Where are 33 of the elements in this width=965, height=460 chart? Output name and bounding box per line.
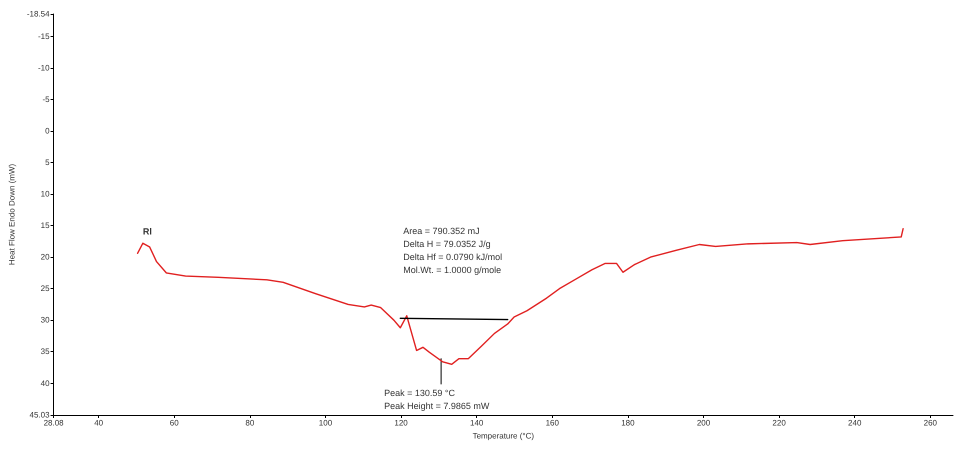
x-tick-label: 200	[696, 418, 711, 428]
x-tick-label: 240	[848, 418, 862, 428]
x-tick-label: 80	[245, 418, 255, 428]
x-tick-label: 60	[170, 418, 180, 428]
y-tick-label: -15	[38, 32, 50, 41]
x-tick-label: 140	[470, 418, 484, 428]
y-tick-label: 15	[40, 221, 50, 230]
x-tick-label: 180	[621, 418, 636, 428]
annotation: Rl	[142, 226, 152, 237]
y-tick-label: -5	[42, 94, 50, 104]
x-axis-title: Temperature (°C)	[472, 431, 534, 440]
y-tick-label: -10	[38, 63, 50, 72]
y-tick-label: 10	[40, 190, 50, 199]
annotation: Area = 790.352 mJ Delta H = 79.0352 J/g Delta Hf = 0.0790 kJ/mol Mol.Wt. = 1.0000 g/mole	[403, 226, 502, 275]
y-tick-label: 30	[40, 316, 50, 325]
x-tick-label: 28.08	[44, 418, 64, 428]
y-tick-label: 40	[40, 378, 50, 388]
x-tick-label: 120	[394, 418, 408, 428]
y-tick-label: 45.03	[30, 410, 50, 420]
y-tick-label: 25	[40, 284, 50, 294]
line-series	[136, 228, 904, 366]
x-tick-label: 160	[546, 418, 560, 428]
x-tick-label: 220	[772, 418, 786, 428]
annotation: Peak = 130.59 °C Peak Height = 7.9865 mW	[384, 388, 490, 411]
y-tick-label: 0	[45, 126, 50, 136]
y-tick-label: 35	[40, 347, 50, 356]
y-tick-label: 20	[40, 252, 50, 262]
x-tick-label: 100	[318, 418, 333, 428]
x-tick-label: 40	[94, 418, 104, 428]
y-axis-title: Heat Flow Endo Down (mW)	[8, 163, 16, 266]
y-tick-label: 5	[45, 158, 50, 167]
y-tick-label: -18.54	[26, 10, 50, 18]
x-tick-label: 260	[924, 418, 938, 428]
